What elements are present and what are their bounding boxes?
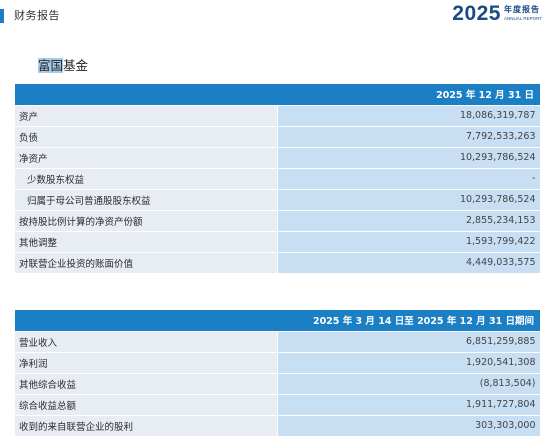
header-accent-bar bbox=[0, 9, 4, 23]
row-value: 2,855,234,153 bbox=[277, 210, 541, 232]
table-row: 综合收益总额 1,911,727,804 bbox=[15, 394, 541, 416]
row-value: 6,851,259,885 bbox=[277, 331, 541, 353]
section-title-rest: 基金 bbox=[63, 58, 89, 73]
row-value: 1,911,727,804 bbox=[277, 394, 541, 416]
report-year: 2025 bbox=[452, 2, 501, 25]
table-row: 其他综合收益 (8,813,504) bbox=[15, 373, 541, 395]
table-header-blank bbox=[15, 84, 277, 106]
row-label: 其他综合收益 bbox=[15, 373, 278, 395]
row-label: 营业收入 bbox=[15, 331, 278, 353]
row-label: 归属于母公司普通股股东权益 bbox=[15, 189, 278, 211]
row-value: 1,920,541,308 bbox=[277, 352, 541, 374]
row-value: - bbox=[277, 168, 541, 190]
row-label: 综合收益总额 bbox=[15, 394, 278, 416]
row-label: 对联营企业投资的账面价值 bbox=[15, 252, 278, 274]
table-row: 对联营企业投资的账面价值 4,449,033,575 bbox=[15, 252, 541, 274]
row-label: 资产 bbox=[15, 105, 278, 127]
page-header-title: 财务报告 bbox=[14, 9, 60, 22]
row-value: 7,792,533,263 bbox=[277, 126, 541, 148]
row-value: 10,293,786,524 bbox=[277, 189, 541, 211]
row-label: 净利润 bbox=[15, 352, 278, 374]
row-label: 收到的来自联营企业的股利 bbox=[15, 415, 278, 437]
row-label: 少数股东权益 bbox=[15, 168, 278, 190]
annual-report-logo: 2025 年度报告 ANNUAL REPORT bbox=[452, 3, 542, 25]
income-statement-table: 2025 年 3 月 14 日至 2025 年 12 月 31 日期间 营业收入… bbox=[15, 310, 541, 437]
section-title-highlight[interactable]: 富国 bbox=[38, 58, 64, 73]
row-value: (8,813,504) bbox=[277, 373, 541, 395]
section-title: 富国基金 bbox=[38, 55, 88, 74]
row-value: 4,449,033,575 bbox=[277, 252, 541, 274]
row-value: 18,086,319,787 bbox=[277, 105, 541, 127]
table-row: 按持股比例计算的净资产份额 2,855,234,153 bbox=[15, 210, 541, 232]
table-row: 净资产 10,293,786,524 bbox=[15, 147, 541, 169]
table-row: 负债 7,792,533,263 bbox=[15, 126, 541, 148]
table-column-header: 2025 年 12 月 31 日 bbox=[277, 84, 540, 106]
row-value: 10,293,786,524 bbox=[277, 147, 541, 169]
row-label: 按持股比例计算的净资产份额 bbox=[15, 210, 278, 232]
balance-sheet-table: 2025 年 12 月 31 日 资产 18,086,319,787 负债 7,… bbox=[15, 84, 541, 274]
table-row: 净利润 1,920,541,308 bbox=[15, 352, 541, 374]
table-row: 收到的来自联营企业的股利 303,303,000 bbox=[15, 415, 541, 437]
table-row: 归属于母公司普通股股东权益 10,293,786,524 bbox=[15, 189, 541, 211]
table-header-blank bbox=[15, 310, 277, 332]
table-header-row: 2025 年 3 月 14 日至 2025 年 12 月 31 日期间 bbox=[15, 310, 540, 332]
table-row: 其他调整 1,593,799,422 bbox=[15, 231, 541, 253]
table-header-row: 2025 年 12 月 31 日 bbox=[15, 84, 540, 106]
row-value: 303,303,000 bbox=[277, 415, 541, 437]
table-column-header: 2025 年 3 月 14 日至 2025 年 12 月 31 日期间 bbox=[277, 310, 540, 332]
report-year-sub: 年度报告 ANNUAL REPORT bbox=[504, 5, 542, 22]
row-value: 1,593,799,422 bbox=[277, 231, 541, 253]
row-label: 负债 bbox=[15, 126, 278, 148]
table-row: 资产 18,086,319,787 bbox=[15, 105, 541, 127]
row-label: 其他调整 bbox=[15, 231, 278, 253]
row-label: 净资产 bbox=[15, 147, 278, 169]
report-title-cn: 年度报告 bbox=[503, 5, 540, 14]
table-row: 少数股东权益 - bbox=[15, 168, 541, 190]
report-title-en: ANNUAL REPORT bbox=[503, 16, 542, 21]
table-row: 营业收入 6,851,259,885 bbox=[15, 331, 541, 353]
